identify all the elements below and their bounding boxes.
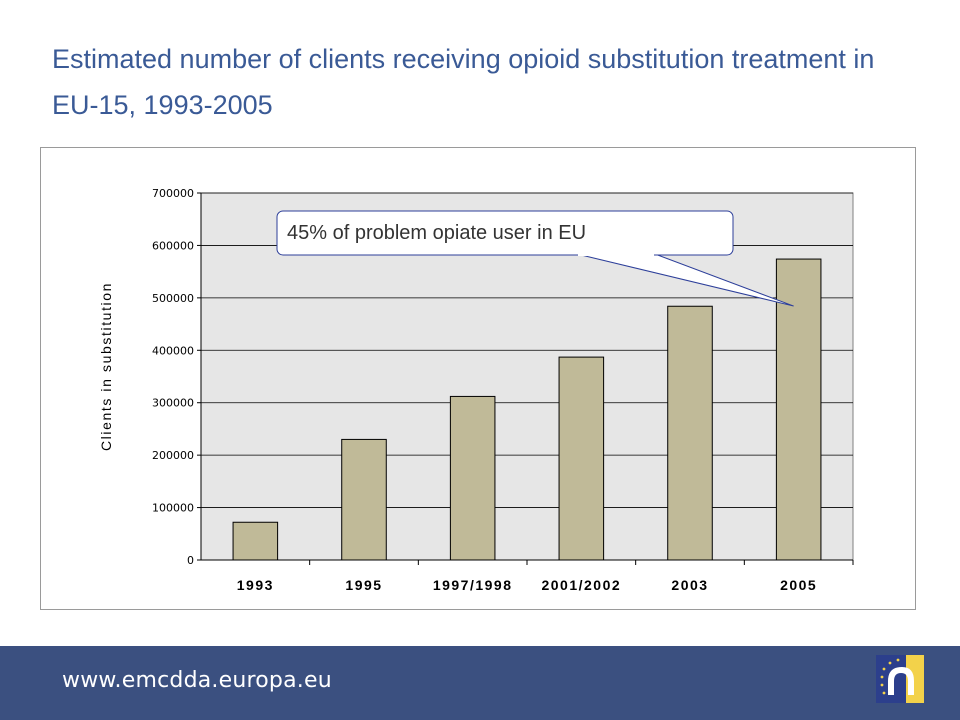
y-tick-label: 100000 bbox=[152, 502, 194, 515]
y-tick-label: 400000 bbox=[152, 344, 194, 357]
footer-bar: www.emcdda.europa.eu bbox=[0, 646, 960, 720]
bar-1997-1998 bbox=[449, 395, 496, 561]
bar-2001-2002 bbox=[558, 356, 605, 561]
x-tick-label: 2001/2002 bbox=[541, 577, 621, 593]
y-tick-label: 200000 bbox=[152, 449, 194, 462]
y-axis-label: Clients in substitution bbox=[98, 282, 114, 451]
chart-frame: 0 100000 200000 300000 400000 500000 600000 700… bbox=[40, 147, 916, 610]
x-tick-label: 2003 bbox=[671, 577, 708, 593]
emcdda-logo-icon bbox=[876, 655, 924, 703]
bar-2003 bbox=[667, 305, 713, 561]
x-tick-label: 1993 bbox=[237, 577, 274, 593]
footer-url[interactable]: www.emcdda.europa.eu bbox=[62, 668, 332, 693]
y-tick-label: 600000 bbox=[152, 239, 194, 252]
x-tick-label: 1995 bbox=[345, 577, 382, 593]
callout-box bbox=[276, 210, 734, 256]
x-tick-label: 1997/1998 bbox=[433, 577, 513, 593]
x-tick-label: 2005 bbox=[780, 577, 817, 593]
bar-chart: 0 100000 200000 300000 400000 500000 600000 700… bbox=[98, 187, 854, 593]
bar-1993 bbox=[232, 521, 279, 561]
y-tick-label: 0 bbox=[187, 554, 194, 567]
y-tick-label: 700000 bbox=[152, 187, 194, 200]
bar-2005 bbox=[775, 258, 822, 561]
callout-joint bbox=[578, 252, 654, 256]
slide-title: Estimated number of clients receiving op… bbox=[52, 44, 875, 120]
y-tick-label: 300000 bbox=[152, 397, 194, 410]
bar-1995 bbox=[341, 438, 387, 561]
y-tick-label: 500000 bbox=[152, 292, 194, 305]
callout-text: 45% of problem opiate user in EU bbox=[287, 222, 586, 244]
